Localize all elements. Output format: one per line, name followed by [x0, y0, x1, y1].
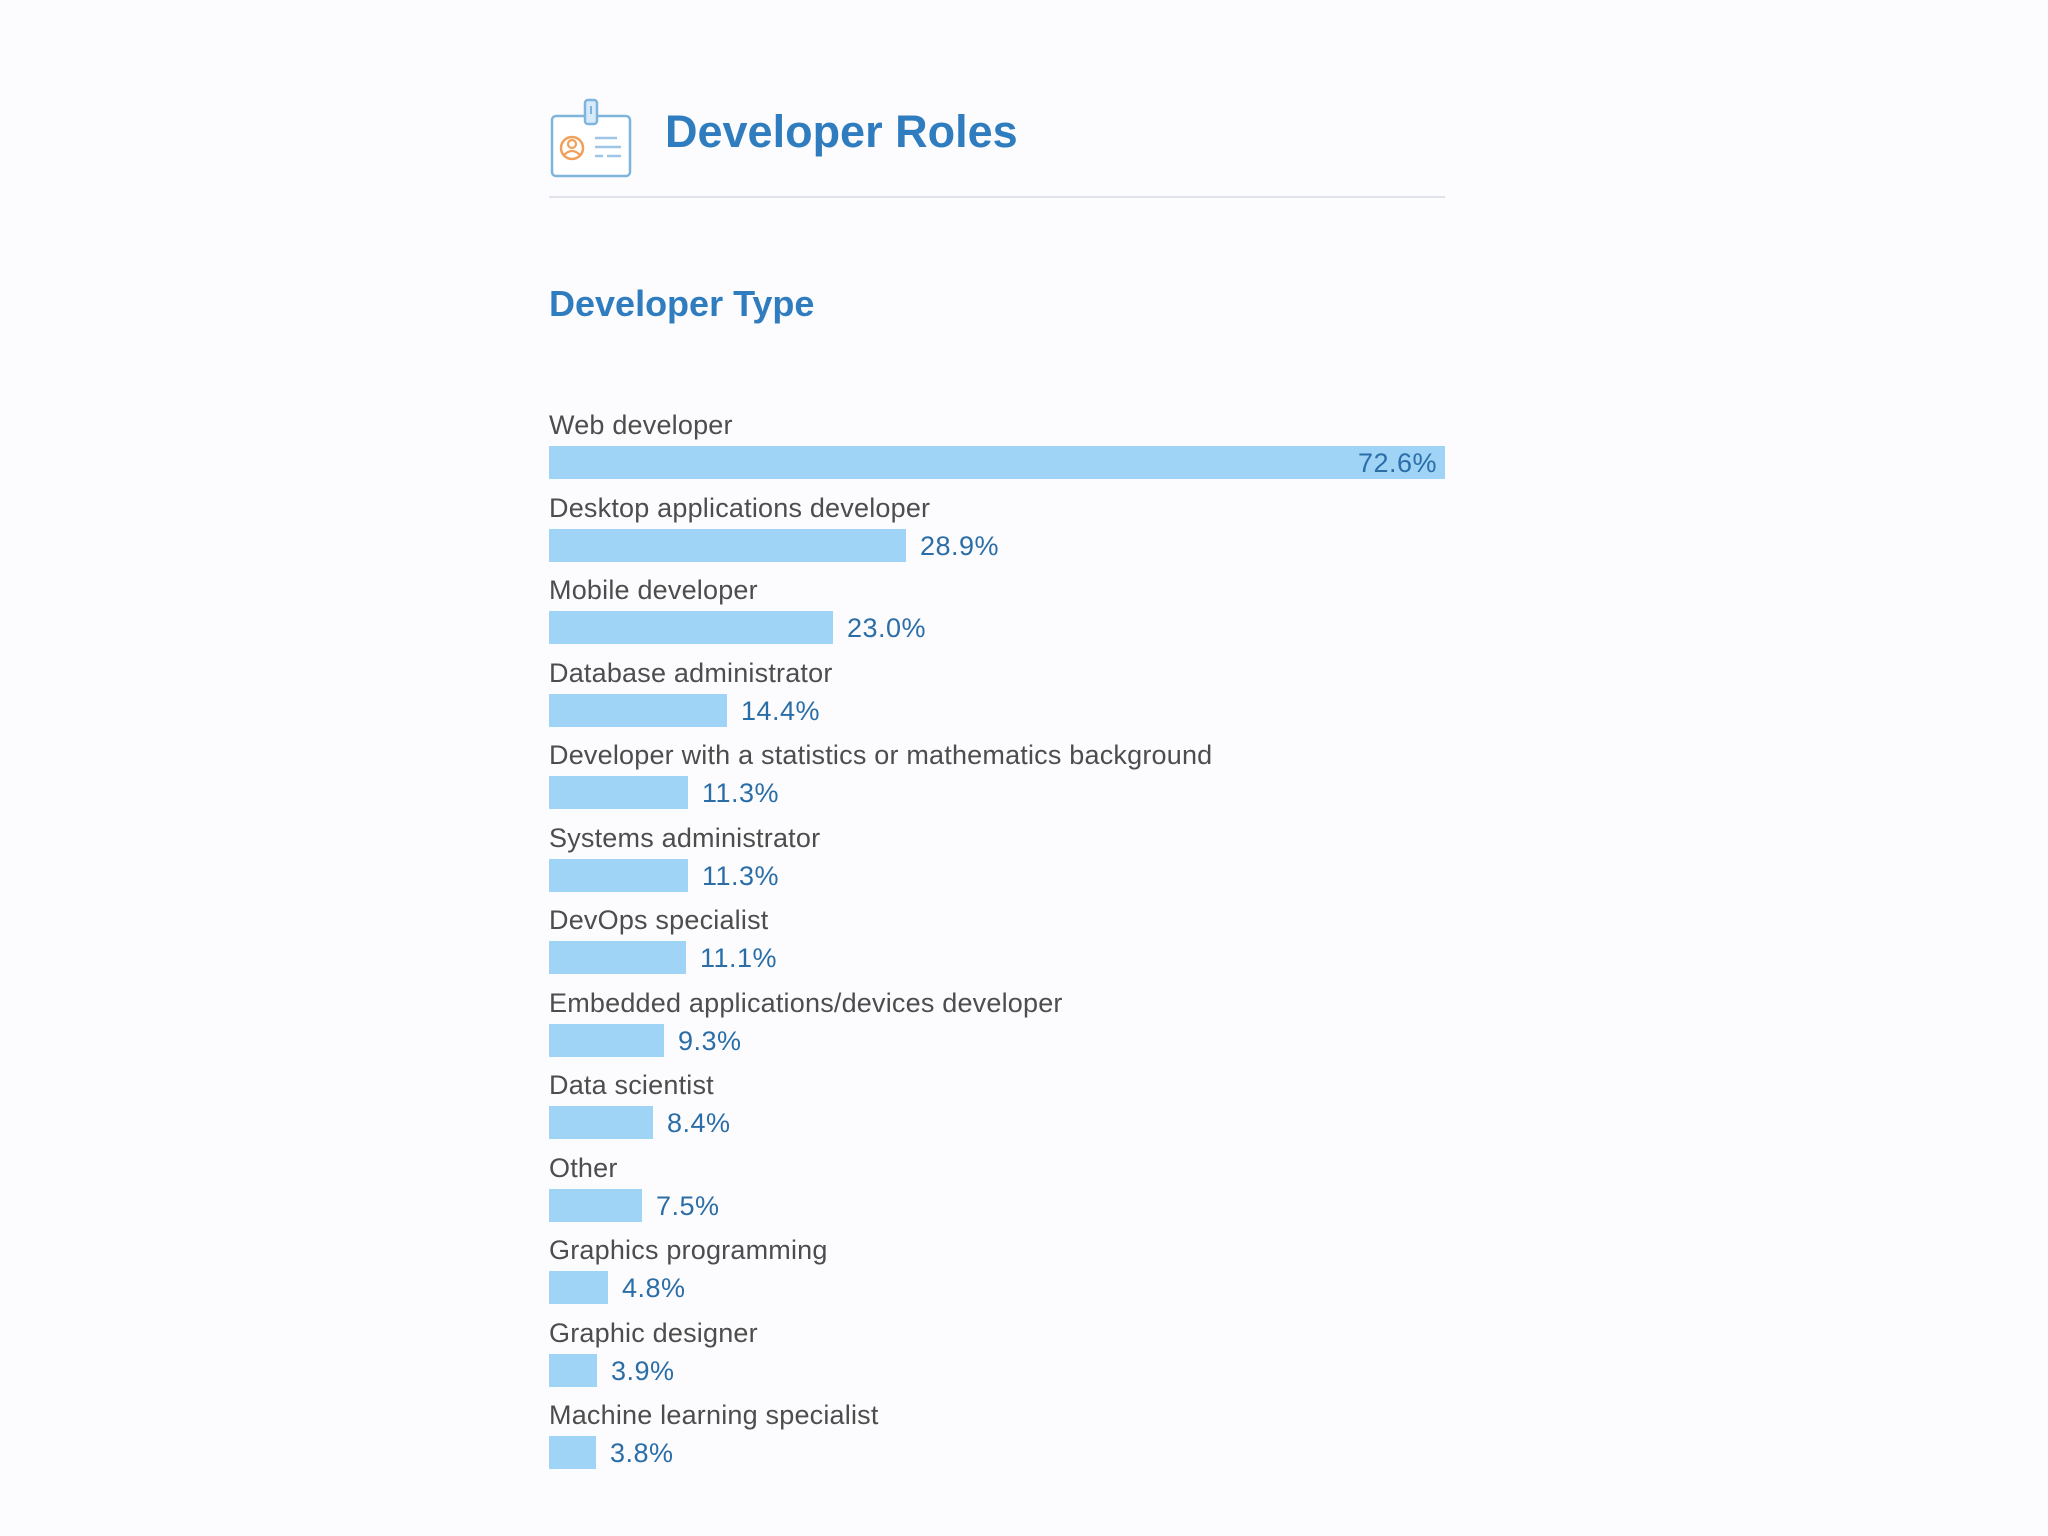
bar	[549, 941, 686, 974]
bar-category-label: DevOps specialist	[549, 905, 769, 935]
page-title: Developer Roles	[665, 106, 1018, 157]
bar	[549, 776, 688, 809]
bar	[549, 858, 688, 892]
bar-row: Web developer 72.6%	[549, 408, 1445, 490]
bar-category-label: Developer with a statistics or mathemati…	[549, 740, 1213, 770]
bar-category-label: Systems administrator	[549, 822, 821, 853]
bar	[549, 693, 727, 727]
bar	[549, 446, 1445, 479]
bar-row: Desktop applications developer 28.9%	[549, 491, 1445, 573]
bar-row: Mobile developer 23.0%	[549, 573, 1445, 655]
bar-value-label: 72.6%	[1357, 448, 1437, 478]
chart-title: Developer Type	[549, 283, 815, 324]
bar-value-label: 3.9%	[611, 1355, 675, 1386]
bar-row: DevOps specialist 11.1%	[549, 903, 1445, 985]
bar-row: Other 7.5%	[549, 1151, 1445, 1233]
bar-row: Machine learning specialist 3.8%	[549, 1398, 1445, 1480]
bar-row: Graphic designer 3.9%	[549, 1316, 1445, 1398]
bar-value-label: 9.3%	[678, 1025, 742, 1056]
bar	[549, 1023, 664, 1057]
bar	[549, 1271, 608, 1304]
bar-category-label: Web developer	[549, 410, 733, 440]
bar-category-label: Database administrator	[549, 657, 833, 688]
bar-value-label: 7.5%	[656, 1190, 720, 1221]
bar	[549, 1106, 653, 1139]
bar-category-label: Mobile developer	[549, 575, 758, 605]
bar	[549, 1353, 597, 1387]
bar	[549, 1188, 642, 1222]
bar-category-label: Graphics programming	[549, 1235, 828, 1265]
bar-category-label: Embedded applications/devices developer	[549, 987, 1063, 1018]
developer-type-bar-chart: Web developer 72.6% Desktop applications d…	[549, 408, 1445, 1478]
bar-row: Graphics programming 4.8%	[549, 1233, 1445, 1315]
bar-row: Systems administrator 11.3%	[549, 821, 1445, 903]
bar	[549, 1436, 596, 1469]
bar-value-label: 3.8%	[610, 1438, 674, 1468]
bar-value-label: 14.4%	[741, 695, 821, 726]
bar	[549, 611, 833, 644]
bar-row: Embedded applications/devices developer 9…	[549, 986, 1445, 1068]
bar-category-label: Desktop applications developer	[549, 492, 931, 523]
bar-row: Developer with a statistics or mathemati…	[549, 738, 1445, 820]
id-badge-icon	[550, 98, 632, 178]
page-header: Developer Roles	[549, 96, 1445, 198]
bar-value-label: 11.1%	[700, 943, 778, 973]
bar-category-label: Graphic designer	[549, 1317, 758, 1348]
bar-value-label: 11.3%	[702, 860, 780, 891]
bar	[549, 528, 906, 562]
bar-category-label: Data scientist	[549, 1070, 714, 1100]
bar-value-label: 11.3%	[702, 778, 780, 808]
bar-category-label: Other	[549, 1152, 618, 1183]
bar-value-label: 23.0%	[847, 613, 927, 643]
bar-value-label: 8.4%	[667, 1108, 731, 1138]
bar-row: Database administrator 14.4%	[549, 656, 1445, 738]
bar-value-label: 28.9%	[920, 530, 1000, 561]
bar-value-label: 4.8%	[622, 1273, 686, 1303]
bar-row: Data scientist 8.4%	[549, 1068, 1445, 1150]
bar-category-label: Machine learning specialist	[549, 1400, 879, 1430]
